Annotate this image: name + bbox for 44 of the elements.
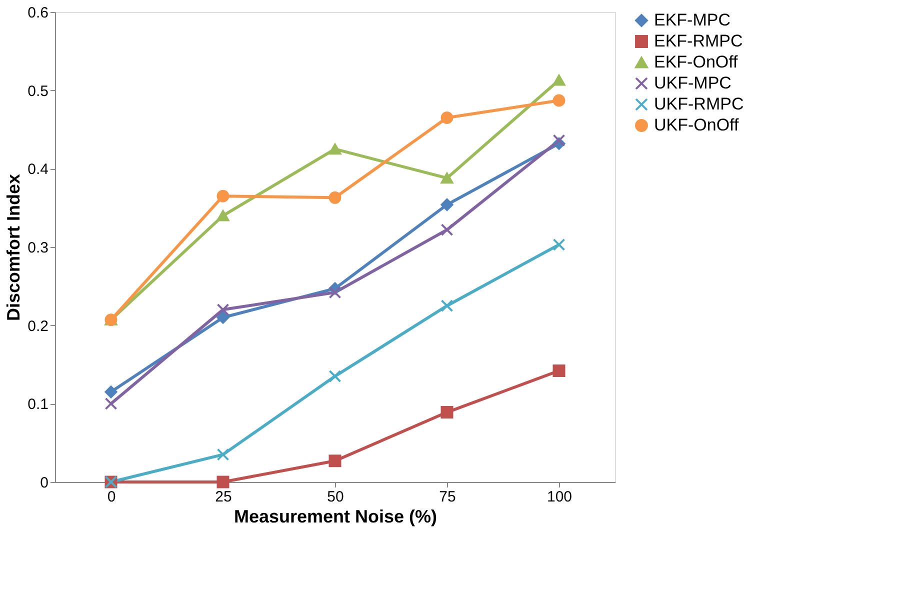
point — [440, 112, 454, 124]
x-tick-label: 25 — [215, 488, 232, 506]
point — [552, 74, 566, 86]
legend-label: EKF-MPC — [654, 10, 730, 30]
point — [552, 364, 566, 378]
x-tick-label: 100 — [546, 488, 572, 506]
point — [552, 134, 566, 147]
x-tick-label: 75 — [439, 488, 456, 506]
point — [440, 198, 454, 211]
point — [216, 311, 230, 324]
legend-label: UKF-RMPC — [654, 94, 744, 114]
point — [328, 191, 342, 204]
point — [216, 303, 230, 316]
point — [104, 386, 118, 398]
point — [440, 172, 454, 184]
x-tick-label: 50 — [327, 488, 344, 506]
legend-label: UKF-MPC — [654, 74, 732, 92]
point — [216, 210, 230, 222]
point — [104, 397, 118, 410]
point — [328, 370, 342, 382]
y-tick-label: 0.2 — [28, 318, 48, 335]
x-tick-label: 0 — [107, 488, 116, 506]
point — [328, 286, 342, 299]
point — [216, 476, 230, 488]
point — [440, 224, 454, 236]
point — [216, 190, 230, 202]
y-tick-label: 0.6 — [28, 4, 48, 22]
point — [552, 238, 566, 251]
y-axis-title: Discomfort Index — [4, 174, 24, 322]
point — [328, 144, 342, 155]
point — [216, 448, 230, 461]
legend-label: EKF-OnOff — [654, 52, 738, 72]
point — [328, 454, 342, 468]
point — [552, 94, 566, 107]
point — [440, 406, 454, 419]
legend-label: UKF-OnOff — [654, 116, 739, 134]
y-tick-label: 0.1 — [28, 396, 48, 414]
y-tick-label: 0.4 — [28, 161, 48, 178]
y-tick-label: 0.5 — [28, 82, 48, 100]
legend-label: EKF-RMPC — [654, 32, 743, 50]
point — [440, 300, 454, 312]
x-axis-title: Measurement Noise (%) — [234, 506, 438, 526]
y-tick-label: 0.3 — [28, 240, 48, 256]
y-tick-label: 0 — [40, 474, 48, 492]
